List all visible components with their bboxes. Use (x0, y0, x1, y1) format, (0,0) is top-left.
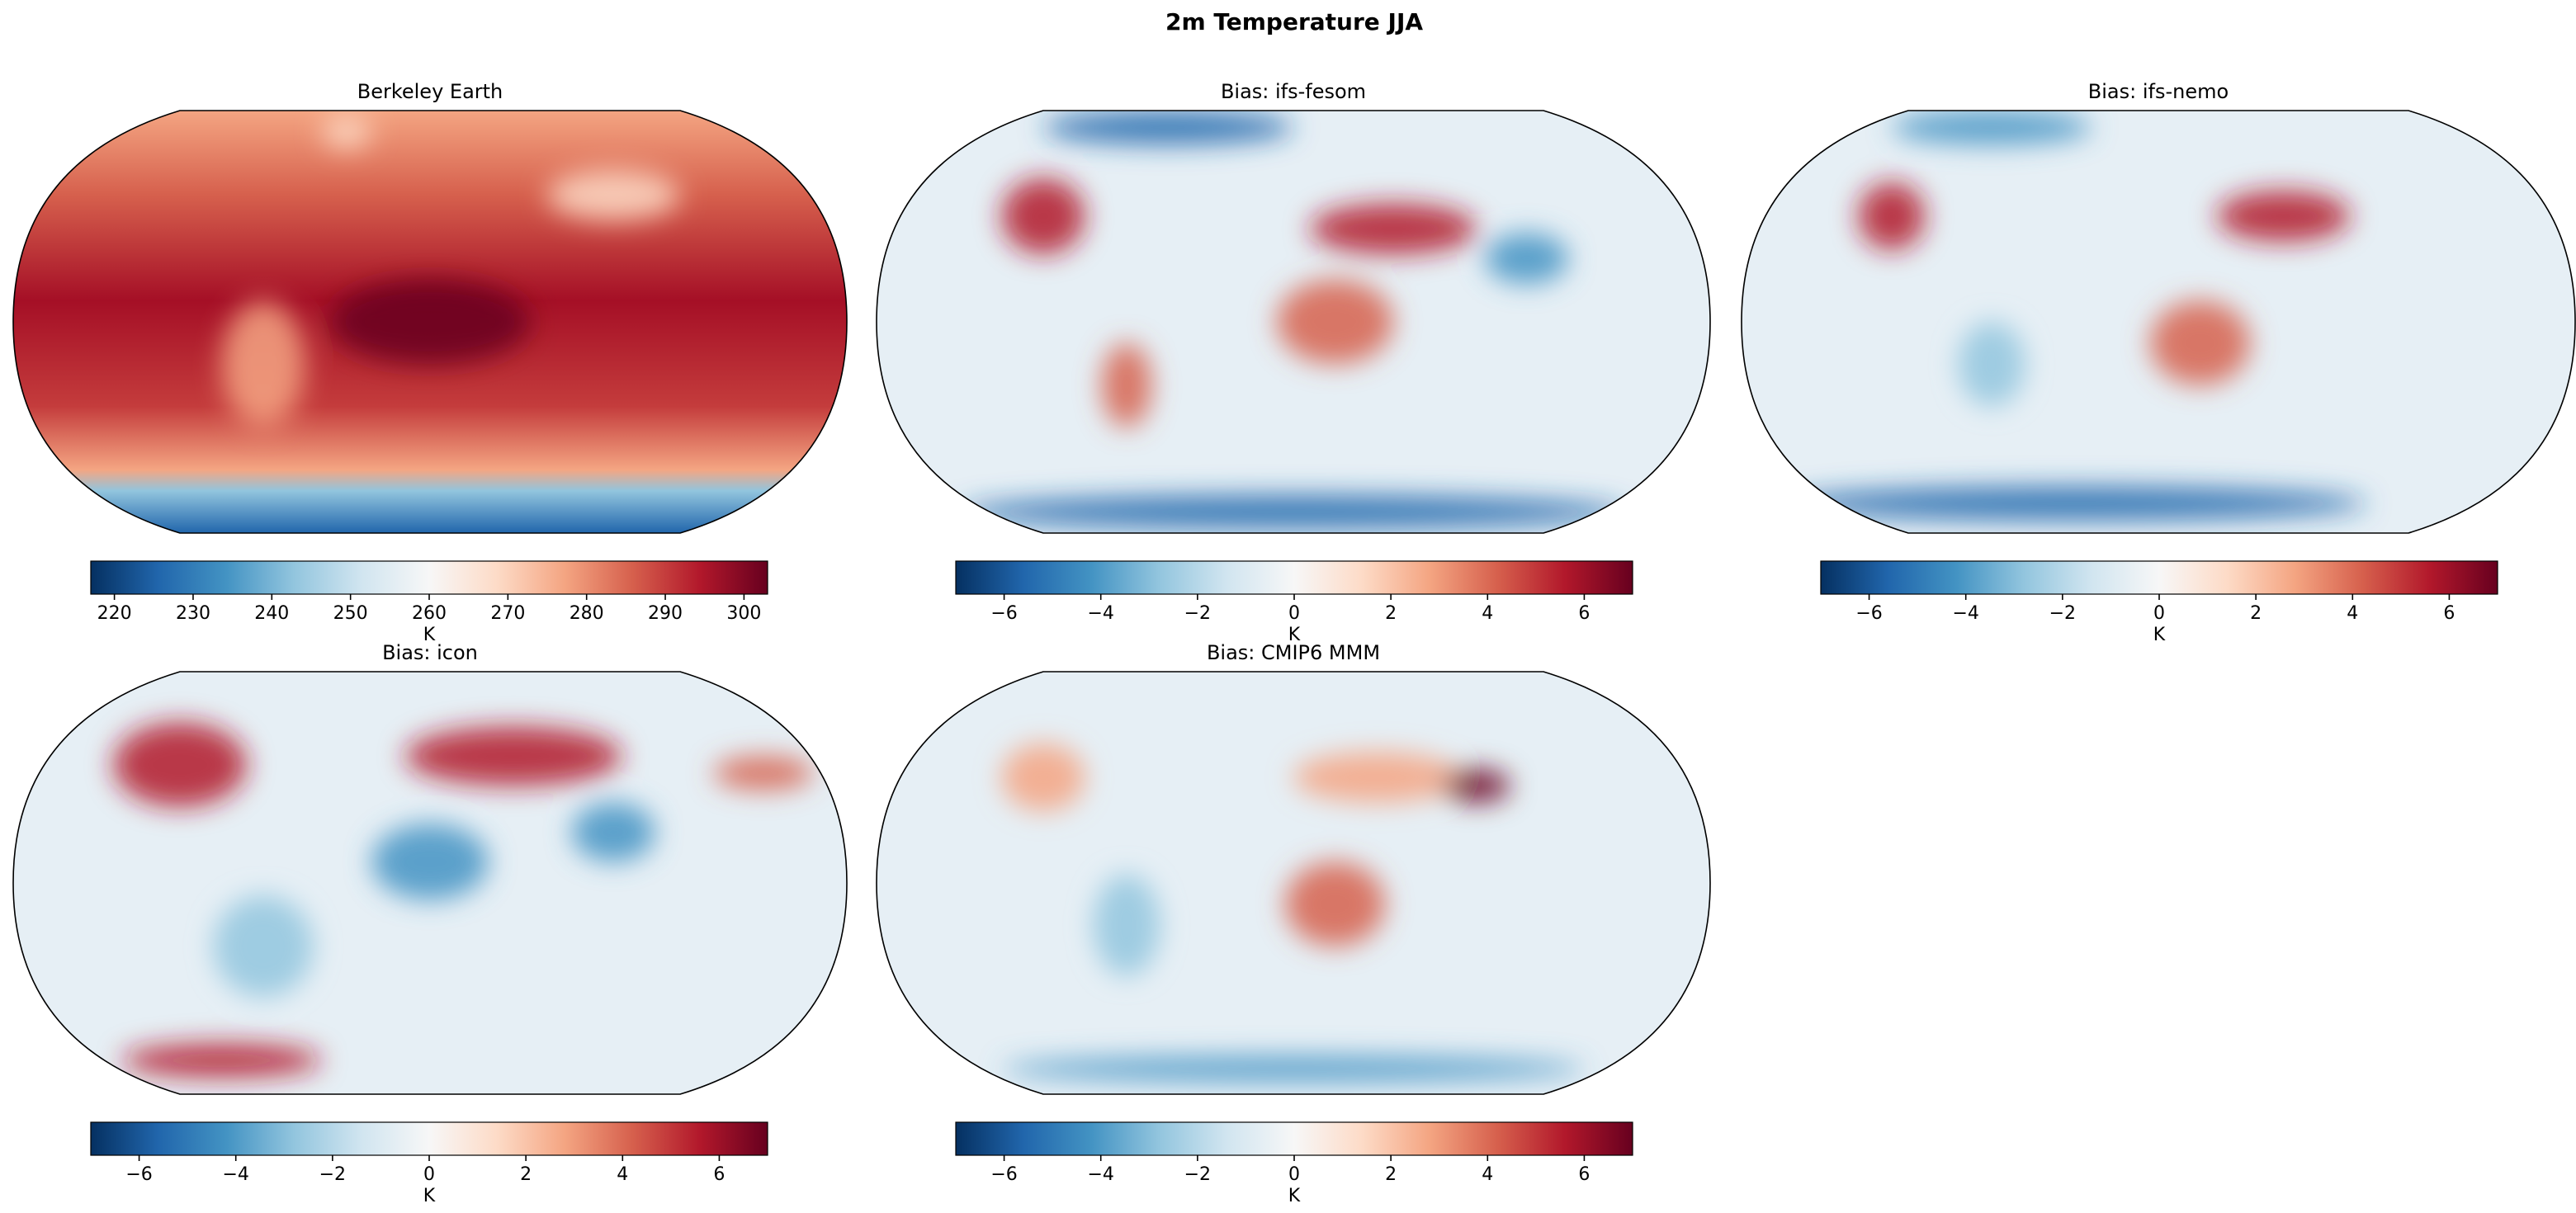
colorbar-tick-label: 0 (2153, 603, 2165, 624)
panel-title: Bias: CMIP6 MMM (1207, 641, 1380, 664)
field-blob (1891, 111, 2092, 144)
colorbar-tick-label: 260 (412, 603, 447, 624)
colorbar-tick-label: 0 (423, 1164, 435, 1185)
colorbar-tick-label: 0 (1288, 603, 1300, 624)
field-blob (404, 726, 622, 786)
field-blob (571, 802, 655, 862)
colorbar-label: K (1288, 1186, 1301, 1206)
colorbar-tick-label: −6 (1855, 603, 1882, 624)
colorbar-label: K (2153, 625, 2166, 645)
map-field (877, 672, 1710, 1094)
field-blob (213, 895, 314, 998)
field-blob (1443, 768, 1510, 803)
field-blob (1958, 322, 2025, 407)
colorbar-tick-label: 230 (176, 603, 210, 624)
colorbar-tick-label: 220 (97, 603, 132, 624)
colorbar-tick-label: 4 (1482, 1164, 1493, 1185)
field-blob (1101, 342, 1152, 427)
field-blob (1858, 182, 1926, 250)
map-blobs (960, 111, 1627, 529)
map-field (13, 111, 847, 533)
colorbar-tick-label: 6 (713, 1164, 725, 1185)
field-blob (1276, 279, 1394, 365)
panel-title: Bias: icon (382, 641, 478, 664)
colorbar-tick-label: 250 (333, 603, 368, 624)
colorbar-tick-label: 2 (1385, 603, 1397, 624)
field-blob (329, 279, 531, 365)
colorbar-tick-label: 290 (648, 603, 683, 624)
colorbar-label: K (423, 625, 436, 645)
figure-title: 2m Temperature JJA (1165, 8, 1423, 35)
field-blob (221, 300, 305, 427)
map-outline (1741, 110, 2576, 534)
field-blob (1093, 874, 1160, 976)
colorbar-tick-label: 4 (617, 1164, 628, 1185)
field-blob (1310, 203, 1477, 255)
field-blob (371, 824, 489, 900)
colorbar (90, 1121, 768, 1156)
field-blob (1293, 752, 1460, 803)
colorbar-tick-label: 280 (570, 603, 604, 624)
colorbar-tick-label: 270 (490, 603, 525, 624)
colorbar-tick-label: 6 (1578, 1164, 1590, 1185)
colorbar-tick-label: −2 (1184, 1164, 1211, 1185)
field-blob (121, 1043, 322, 1078)
colorbar-tick-label: 240 (254, 603, 289, 624)
colorbar-tick-label: 0 (1288, 1164, 1300, 1185)
colorbar-tick-label: −6 (125, 1164, 152, 1185)
field-blob (321, 115, 372, 149)
field-blob (113, 722, 247, 807)
colorbar-tick-label: 2 (1385, 1164, 1397, 1185)
colorbar-tick-label: −4 (1087, 603, 1113, 624)
colorbar-tick-label: −2 (2049, 603, 2076, 624)
field-blob (1001, 1055, 1586, 1082)
field-blob (1783, 486, 2367, 521)
colorbar-tick-label: 2 (2250, 603, 2262, 624)
map-outline (12, 671, 848, 1095)
map-blobs (1001, 743, 1586, 1082)
map-outline (12, 110, 848, 534)
field-blob (1001, 743, 1085, 811)
colorbar (1820, 560, 2498, 595)
map-field (877, 111, 1710, 533)
colorbar-tick-label: −2 (1184, 603, 1211, 624)
field-blob (1284, 861, 1386, 946)
field-blob (2216, 191, 2351, 242)
colorbar (955, 560, 1633, 595)
colorbar-tick-label: 2 (520, 1164, 532, 1185)
colorbar-tick-label: 300 (726, 603, 761, 624)
field-blob (1043, 111, 1293, 144)
field-blob (960, 494, 1627, 529)
panel-title: Berkeley Earth (357, 80, 503, 103)
colorbar (90, 560, 768, 595)
colorbar-tick-label: −4 (222, 1164, 248, 1185)
map-outline (876, 671, 1711, 1095)
colorbar-tick-label: 4 (2347, 603, 2358, 624)
colorbar-tick-label: −6 (990, 1164, 1017, 1185)
map-blobs (221, 115, 680, 427)
field-blob (2149, 300, 2251, 385)
colorbar-tick-label: −4 (1952, 603, 1978, 624)
map-field (1742, 111, 2575, 533)
colorbar-tick-label: −4 (1087, 1164, 1113, 1185)
map-blobs (113, 722, 814, 1078)
colorbar-tick-label: 6 (2443, 603, 2455, 624)
map-blobs (1783, 111, 2367, 521)
field-blob (1001, 177, 1085, 255)
map-outline (876, 110, 1711, 534)
colorbar (955, 1121, 1633, 1156)
panel-title: Bias: ifs-fesom (1221, 80, 1366, 103)
field-blob (713, 756, 814, 791)
colorbar-tick-label: −6 (990, 603, 1017, 624)
colorbar-tick-label: 4 (1482, 603, 1493, 624)
colorbar-label: K (423, 1186, 436, 1206)
field-blob (546, 169, 680, 221)
field-blob (1485, 233, 1569, 284)
colorbar-tick-label: −2 (319, 1164, 346, 1185)
colorbar-label: K (1288, 625, 1301, 645)
colorbar-tick-label: 6 (1578, 603, 1590, 624)
map-field (13, 672, 847, 1094)
panel-title: Bias: ifs-nemo (2088, 80, 2229, 103)
